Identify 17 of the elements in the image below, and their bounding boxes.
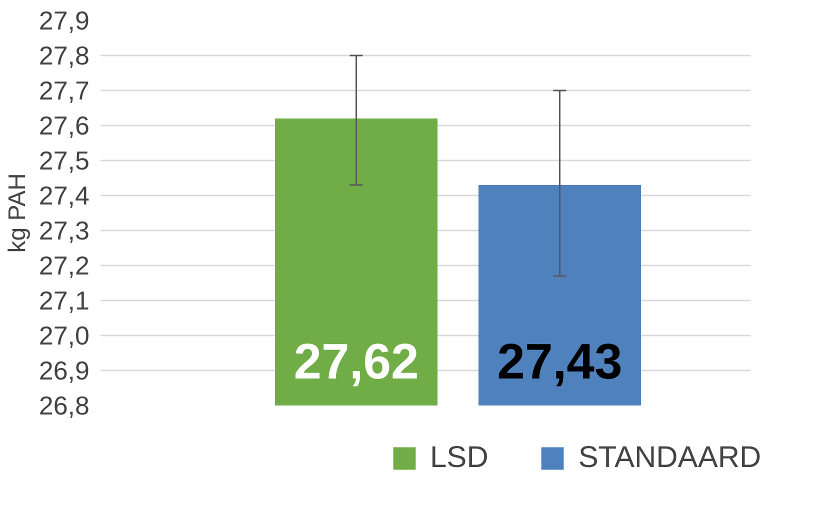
y-tick-label: 27,8 bbox=[38, 40, 90, 70]
legend-label: STANDAARD bbox=[578, 441, 762, 475]
y-tick-label: 27,3 bbox=[38, 216, 90, 246]
legend-label: LSD bbox=[430, 441, 488, 475]
y-tick-label: 27,6 bbox=[38, 110, 90, 140]
y-axis-title: kg PAH bbox=[4, 173, 31, 253]
y-tick-label: 26,9 bbox=[38, 356, 90, 386]
y-tick-label: 27,4 bbox=[38, 180, 90, 210]
y-tick-label: 27,5 bbox=[38, 146, 90, 176]
y-tick-label: 27,9 bbox=[38, 6, 90, 36]
data-label: 27,62 bbox=[294, 334, 419, 390]
data-label: 27,43 bbox=[497, 334, 622, 390]
y-tick-label: 27,0 bbox=[38, 320, 90, 350]
y-tick-label: 26,8 bbox=[38, 390, 90, 420]
y-tick-label: 27,1 bbox=[38, 286, 90, 316]
y-tick-label: 27,2 bbox=[38, 250, 90, 280]
y-tick-label: 27,7 bbox=[38, 76, 90, 106]
